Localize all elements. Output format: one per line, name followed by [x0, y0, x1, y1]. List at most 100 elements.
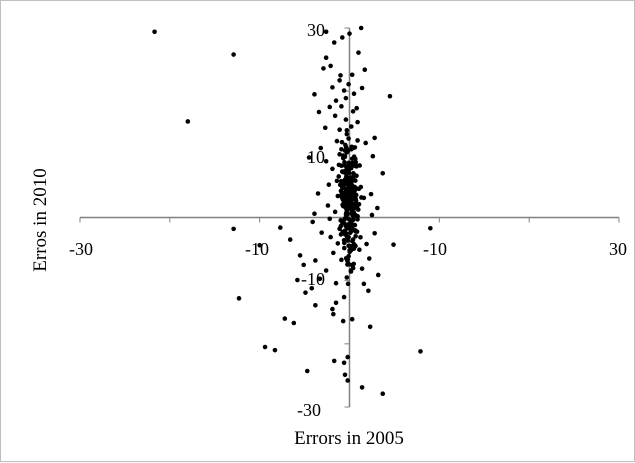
y-tick-label: -10 [301, 269, 325, 289]
y-tick-label: 10 [307, 147, 325, 167]
data-point [351, 154, 357, 159]
data-point [345, 281, 351, 287]
data-point [428, 225, 433, 231]
data-point [350, 109, 356, 114]
data-point [343, 142, 348, 148]
data-point [347, 202, 352, 207]
data-point [331, 250, 336, 256]
data-point [310, 219, 315, 225]
data-point [375, 272, 381, 278]
data-point [340, 35, 345, 40]
data-point [347, 248, 352, 253]
data-point [345, 378, 351, 383]
data-point [351, 241, 357, 247]
data-point [335, 241, 341, 246]
data-point [355, 217, 360, 222]
data-point [342, 163, 348, 168]
data-point [343, 95, 349, 101]
data-point [345, 354, 351, 360]
data-point [341, 169, 346, 175]
data-point [349, 184, 354, 189]
data-point [358, 25, 364, 31]
data-point [346, 222, 352, 227]
data-point [345, 182, 351, 187]
data-point [334, 178, 340, 184]
data-point [353, 233, 358, 239]
data-point [341, 199, 347, 204]
data-point [353, 163, 359, 169]
data-point [338, 218, 343, 223]
data-point [323, 29, 329, 35]
data-point [328, 63, 333, 69]
data-point [352, 188, 357, 194]
data-point [369, 212, 375, 218]
data-point [359, 266, 365, 271]
data-point [355, 119, 360, 125]
data-point [344, 128, 350, 133]
data-point [338, 73, 343, 78]
data-point [362, 67, 368, 72]
data-point [340, 318, 346, 324]
x-tick-label: -10 [245, 239, 269, 259]
data-point [185, 119, 191, 124]
data-point [341, 245, 347, 251]
x-tick-label: -30 [69, 239, 93, 259]
data-point [318, 145, 324, 151]
data-point [351, 171, 356, 176]
data-point [350, 213, 356, 219]
data-point [304, 368, 310, 374]
data-point [357, 247, 362, 253]
data-point [339, 104, 344, 109]
data-point [372, 230, 377, 236]
data-point [359, 385, 365, 390]
data-point [337, 182, 343, 188]
data-point [278, 225, 283, 230]
data-point [349, 262, 355, 268]
data-point [338, 188, 344, 194]
data-point [303, 290, 308, 295]
x-tick-label: -10 [423, 239, 447, 259]
data-point [338, 223, 344, 229]
data-point [332, 209, 338, 215]
data-point [327, 216, 333, 222]
data-point [317, 276, 323, 282]
data-point [337, 78, 342, 83]
data-point [231, 226, 236, 232]
data-point [339, 257, 344, 263]
data-points [152, 25, 433, 397]
data-point [272, 347, 278, 353]
y-tick-label: 30 [307, 20, 325, 40]
data-point [359, 85, 365, 91]
data-point [282, 316, 288, 321]
data-point [297, 253, 303, 258]
data-point [333, 300, 339, 306]
data-point [333, 98, 339, 103]
data-point [349, 144, 355, 150]
data-point [348, 177, 354, 183]
y-axis-title: Erros in 2010 [30, 168, 51, 271]
data-point [332, 113, 338, 119]
data-point [345, 235, 351, 241]
data-point [339, 139, 345, 145]
data-point [359, 195, 364, 200]
data-point [331, 40, 337, 45]
data-point [325, 203, 331, 208]
data-point [336, 174, 342, 179]
data-point [349, 316, 355, 322]
data-point [326, 182, 332, 187]
data-point [354, 105, 359, 111]
data-point [387, 93, 393, 99]
data-point [341, 88, 347, 93]
data-point [312, 211, 317, 217]
data-point [370, 153, 376, 159]
data-point [319, 230, 324, 235]
data-point [368, 191, 374, 197]
data-point [330, 306, 335, 312]
data-point [336, 162, 342, 168]
x-tick-label: 30 [609, 239, 627, 259]
data-point [356, 50, 361, 55]
data-point [347, 31, 352, 36]
data-point [344, 131, 350, 137]
data-point [380, 170, 386, 176]
data-point [312, 92, 317, 97]
